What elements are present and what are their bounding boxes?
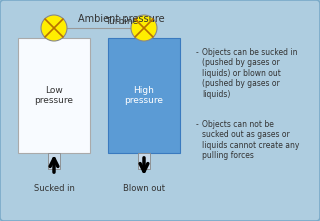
Text: Turbine: Turbine (105, 17, 138, 26)
Text: Low
pressure: Low pressure (35, 86, 74, 105)
FancyBboxPatch shape (48, 153, 60, 169)
Text: Objects can be sucked in
(pushed by gases or
liquids) or blown out
(pushed by ga: Objects can be sucked in (pushed by gase… (202, 48, 298, 99)
Text: Objects can not be
sucked out as gases or
liquids cannot create any
pulling forc: Objects can not be sucked out as gases o… (202, 120, 300, 160)
FancyBboxPatch shape (138, 153, 150, 169)
Text: Blown out: Blown out (123, 184, 165, 193)
Text: -: - (196, 48, 199, 57)
FancyBboxPatch shape (108, 38, 180, 153)
FancyBboxPatch shape (18, 38, 90, 153)
Text: Ambient pressure: Ambient pressure (78, 14, 165, 24)
Text: Sucked in: Sucked in (34, 184, 75, 193)
Text: -: - (196, 120, 199, 129)
Text: High
pressure: High pressure (124, 86, 164, 105)
Circle shape (41, 15, 67, 41)
Circle shape (131, 15, 157, 41)
